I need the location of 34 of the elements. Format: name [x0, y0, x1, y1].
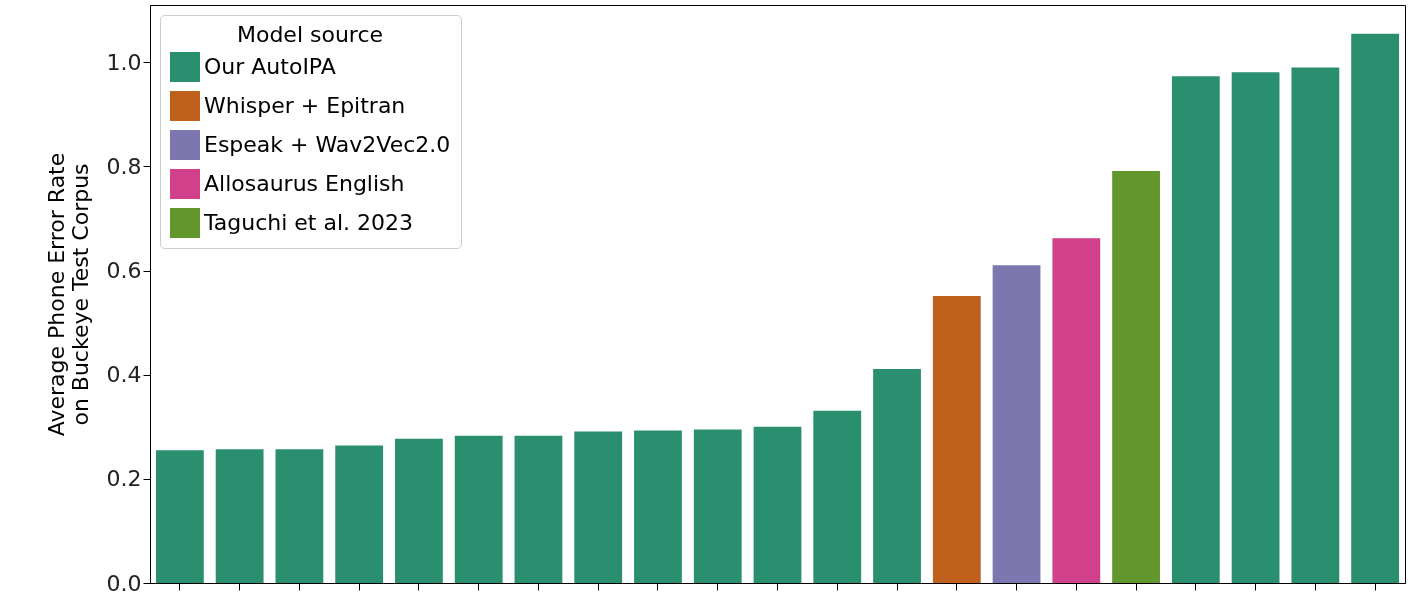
legend-label: Whisper + Epitran	[204, 93, 406, 118]
bar	[813, 410, 862, 583]
y-tick-label: 0.4	[106, 362, 142, 388]
bar	[215, 449, 264, 583]
bar	[1112, 171, 1160, 583]
bar	[1052, 238, 1101, 583]
y-tick-label: 0.0	[106, 570, 142, 596]
bar	[454, 435, 503, 583]
bar	[1291, 67, 1340, 583]
bar	[1231, 72, 1280, 583]
bar	[693, 429, 742, 583]
bar	[1171, 76, 1220, 583]
legend-label: Our AutoIPA	[204, 54, 336, 79]
bar	[932, 296, 981, 583]
bar	[514, 435, 563, 583]
legend-label: Espeak + Wav2Vec2.0	[204, 132, 451, 157]
bar	[992, 265, 1041, 583]
bar	[1351, 33, 1400, 583]
y-axis-title: Average Phone Error Rate on Buckeye Test Corpus	[43, 152, 93, 437]
legend-label: Taguchi et al. 2023	[203, 210, 414, 235]
y-tick-label: 1.0	[106, 49, 142, 75]
bar	[574, 431, 623, 583]
bar	[395, 438, 443, 583]
legend-label: Allosaurus English	[204, 171, 405, 196]
bar	[753, 426, 802, 583]
bar	[335, 445, 384, 583]
bar	[155, 450, 204, 583]
bar	[873, 368, 921, 583]
y-tick-label: 0.2	[106, 466, 142, 492]
bar	[275, 449, 324, 583]
y-tick-label: 0.6	[106, 258, 142, 284]
legend-title: Model source	[236, 22, 384, 47]
bar	[634, 430, 682, 583]
y-tick-label: 0.8	[106, 153, 142, 179]
